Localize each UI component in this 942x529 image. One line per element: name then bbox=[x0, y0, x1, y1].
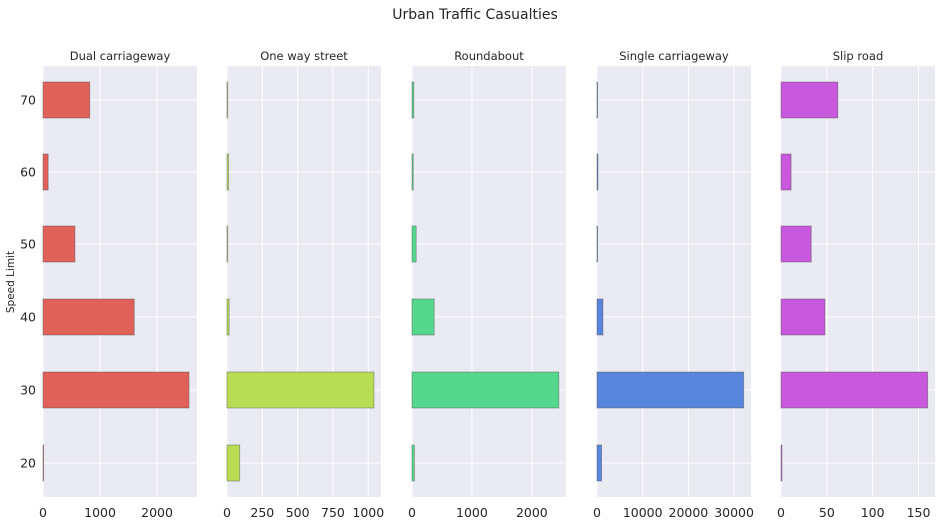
y-tick-label: 40 bbox=[20, 310, 36, 325]
x-tick-label: 2000 bbox=[516, 505, 548, 520]
bar-20 bbox=[780, 444, 783, 482]
bar-70 bbox=[42, 81, 91, 119]
bar-30 bbox=[226, 371, 375, 409]
panel-title: Dual carriageway bbox=[70, 49, 171, 63]
bar-40 bbox=[780, 298, 826, 336]
bar-30 bbox=[42, 371, 190, 409]
bar-20 bbox=[42, 444, 45, 482]
bar-50 bbox=[780, 225, 812, 263]
bar-30 bbox=[596, 371, 745, 409]
bar-50 bbox=[596, 225, 599, 263]
panel-title: Slip road bbox=[833, 49, 884, 63]
bar-50 bbox=[42, 225, 76, 263]
x-tick-label: 750 bbox=[321, 505, 345, 520]
bar-60 bbox=[411, 153, 414, 191]
panel-slip-road: Slip road 0 50 100 150 bbox=[777, 49, 935, 520]
bar-70 bbox=[226, 81, 229, 119]
bar-50 bbox=[226, 225, 229, 263]
bar-30 bbox=[780, 371, 929, 409]
x-tick-label: 1000 bbox=[352, 505, 384, 520]
bar-20 bbox=[411, 444, 415, 482]
bar-50 bbox=[411, 225, 417, 263]
bar-60 bbox=[42, 153, 49, 191]
y-axis-label: Speed Limit bbox=[5, 251, 17, 313]
bar-60 bbox=[226, 153, 229, 191]
x-tick-label: 2000 bbox=[141, 505, 173, 520]
bar-40 bbox=[411, 298, 435, 336]
panel-title: Roundabout bbox=[454, 49, 524, 63]
bar-30 bbox=[411, 371, 560, 409]
x-tick-label: 250 bbox=[250, 505, 274, 520]
panel-roundabout: Roundabout 0 1000 2000 bbox=[408, 49, 566, 520]
bar-60 bbox=[596, 153, 599, 191]
y-tick-label: 60 bbox=[20, 165, 36, 180]
x-tick-label: 0 bbox=[223, 505, 231, 520]
bar-20 bbox=[596, 444, 602, 482]
panel-background bbox=[781, 66, 935, 497]
x-tick-label: 0 bbox=[408, 505, 416, 520]
y-tick-label: 30 bbox=[20, 383, 36, 398]
x-tick-label: 30000 bbox=[714, 505, 754, 520]
panel-dual-carriageway: Dual carriageway 0 1000 2000 bbox=[39, 49, 197, 520]
panel-background bbox=[597, 66, 751, 497]
y-tick-label: 50 bbox=[20, 237, 36, 252]
bar-60 bbox=[780, 153, 792, 191]
x-tick-label: 50 bbox=[819, 505, 835, 520]
x-tick-label: 500 bbox=[286, 505, 310, 520]
bar-20 bbox=[226, 444, 241, 482]
panel-background bbox=[43, 66, 197, 497]
bar-70 bbox=[780, 81, 839, 119]
bar-70 bbox=[596, 81, 599, 119]
y-tick-label: 20 bbox=[20, 456, 36, 471]
panel-background bbox=[227, 66, 381, 497]
chart-title: Urban Traffic Casualties bbox=[392, 7, 558, 23]
y-tick-label: 70 bbox=[20, 93, 36, 108]
x-tick-label: 0 bbox=[777, 505, 785, 520]
bar-40 bbox=[226, 298, 230, 336]
bar-40 bbox=[42, 298, 135, 336]
x-tick-label: 0 bbox=[593, 505, 601, 520]
bar-40 bbox=[596, 298, 604, 336]
x-tick-label: 1000 bbox=[84, 505, 116, 520]
x-tick-label: 20000 bbox=[669, 505, 709, 520]
x-tick-label: 150 bbox=[907, 505, 931, 520]
bar-70 bbox=[411, 81, 415, 119]
panel-title: One way street bbox=[260, 49, 348, 63]
panel-background bbox=[412, 66, 566, 497]
x-tick-label: 1000 bbox=[456, 505, 488, 520]
x-tick-label: 100 bbox=[861, 505, 885, 520]
panel-single-carriageway: Single carriageway 0 10000 20000 30000 bbox=[593, 49, 754, 520]
panel-one-way-street: One way street 0 250 500 750 1000 bbox=[223, 49, 384, 520]
panel-title: Single carriageway bbox=[619, 49, 729, 63]
x-tick-label: 10000 bbox=[623, 505, 663, 520]
x-tick-label: 0 bbox=[39, 505, 47, 520]
